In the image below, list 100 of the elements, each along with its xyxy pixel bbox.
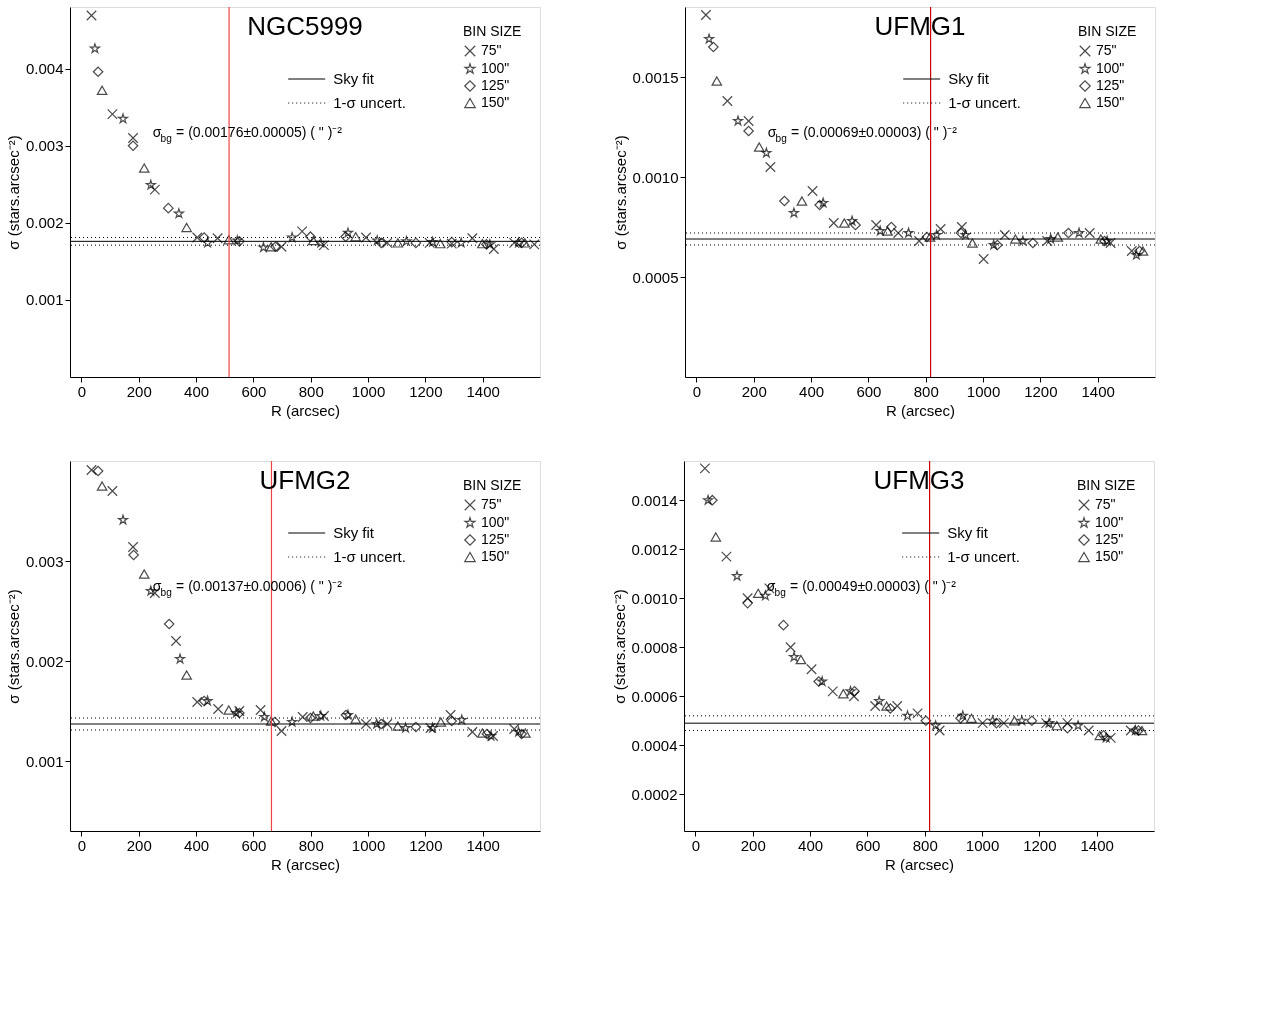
legend-label: 100" bbox=[481, 60, 510, 76]
x-tick-label: 0 bbox=[692, 382, 702, 400]
point bbox=[350, 232, 362, 242]
x-tick-label: 800 bbox=[298, 836, 324, 854]
point bbox=[86, 464, 97, 476]
x-tick-label: 800 bbox=[298, 382, 324, 400]
point bbox=[806, 663, 817, 675]
point bbox=[375, 718, 387, 730]
x-tick-label: 1200 bbox=[409, 836, 443, 854]
y-axis-title: σ (stars.arcsec⁻²) bbox=[610, 589, 628, 704]
x-tick-label: 0 bbox=[77, 382, 87, 400]
x-tick-label: 600 bbox=[855, 836, 881, 854]
legend-title: BIN SIZE bbox=[1078, 23, 1137, 39]
point bbox=[265, 716, 277, 726]
point bbox=[223, 705, 235, 715]
point bbox=[881, 701, 892, 711]
point bbox=[850, 219, 861, 231]
point bbox=[785, 641, 796, 653]
point bbox=[721, 551, 732, 562]
point bbox=[481, 728, 493, 740]
point bbox=[107, 485, 118, 497]
y-tick-label: 0.0005 bbox=[632, 268, 679, 286]
point bbox=[892, 227, 904, 239]
point bbox=[1009, 716, 1020, 726]
x-tick-label: 400 bbox=[184, 836, 210, 854]
x-tick-label: 1000 bbox=[351, 836, 386, 854]
x-tick-label: 1400 bbox=[466, 836, 500, 854]
point bbox=[360, 718, 372, 730]
y-tick-label: 0.003 bbox=[25, 552, 64, 570]
point bbox=[743, 115, 754, 127]
x-tick-label: 1200 bbox=[409, 382, 443, 400]
point bbox=[381, 237, 393, 249]
point bbox=[955, 227, 967, 239]
point bbox=[818, 197, 829, 208]
point bbox=[372, 235, 383, 245]
y-axis-title: σ (stars.arcsec⁻²) bbox=[611, 135, 629, 250]
point bbox=[869, 700, 881, 712]
point bbox=[1131, 249, 1142, 260]
point bbox=[1105, 732, 1117, 744]
chart-title: NGC5999 bbox=[247, 11, 363, 42]
point bbox=[381, 718, 393, 730]
point bbox=[902, 710, 913, 721]
x-tick-label: 1000 bbox=[965, 836, 1000, 854]
legend-label: 150" bbox=[1096, 94, 1125, 110]
point bbox=[163, 618, 175, 630]
point bbox=[828, 217, 840, 229]
legend-label: Sky fit bbox=[333, 524, 375, 541]
point bbox=[1052, 232, 1064, 242]
point bbox=[846, 215, 858, 226]
legend-title: BIN SIZE bbox=[463, 477, 522, 493]
point bbox=[446, 715, 458, 727]
point bbox=[778, 619, 789, 631]
y-tick-label: 0.0008 bbox=[631, 638, 678, 656]
point bbox=[795, 654, 807, 665]
point bbox=[1125, 725, 1137, 736]
legend-label: 150" bbox=[481, 94, 510, 110]
x-tick-label: 600 bbox=[856, 382, 882, 400]
y-tick-label: 0.002 bbox=[25, 652, 64, 670]
x-tick-label: 400 bbox=[799, 382, 825, 400]
point bbox=[813, 676, 825, 687]
point bbox=[270, 241, 281, 253]
point bbox=[173, 208, 185, 219]
point bbox=[202, 237, 213, 248]
point bbox=[886, 221, 897, 233]
point bbox=[796, 196, 808, 206]
point bbox=[138, 163, 150, 173]
legend-label: 75" bbox=[1095, 496, 1116, 512]
point bbox=[934, 725, 945, 736]
point bbox=[760, 590, 771, 601]
point bbox=[212, 232, 223, 244]
point bbox=[127, 140, 139, 152]
point bbox=[875, 225, 886, 236]
point bbox=[174, 653, 186, 664]
x-tick-label: 1200 bbox=[1024, 382, 1058, 400]
y-tick-label: 0.0004 bbox=[631, 736, 678, 754]
point bbox=[920, 715, 932, 727]
point bbox=[287, 232, 298, 242]
point bbox=[1073, 227, 1085, 238]
point bbox=[913, 235, 925, 247]
point bbox=[1027, 237, 1039, 249]
x-tick-label: 1000 bbox=[351, 382, 386, 400]
point bbox=[1084, 227, 1095, 239]
point bbox=[127, 132, 139, 144]
point bbox=[467, 726, 478, 738]
y-tick-label: 0.0010 bbox=[632, 168, 679, 186]
point bbox=[259, 711, 270, 722]
x-tick-label: 200 bbox=[741, 382, 767, 400]
point bbox=[1041, 235, 1053, 247]
legend-label: 125" bbox=[481, 531, 510, 547]
legend-label: 75" bbox=[481, 42, 502, 58]
point bbox=[1083, 725, 1094, 736]
point bbox=[761, 147, 772, 158]
point bbox=[699, 463, 711, 474]
point bbox=[708, 41, 719, 53]
point bbox=[1040, 717, 1052, 729]
point bbox=[710, 532, 722, 542]
point bbox=[276, 725, 287, 737]
point bbox=[1137, 246, 1149, 256]
point bbox=[138, 569, 150, 579]
point bbox=[89, 43, 101, 54]
